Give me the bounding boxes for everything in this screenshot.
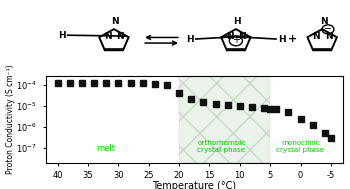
Text: N: N: [320, 17, 328, 26]
Text: N: N: [239, 32, 246, 41]
Text: N: N: [117, 32, 124, 41]
Text: H: H: [58, 31, 66, 40]
Text: melt: melt: [97, 144, 116, 153]
Y-axis label: Proton Conductivity (S cm⁻¹): Proton Conductivity (S cm⁻¹): [6, 64, 15, 174]
Text: H: H: [233, 17, 241, 26]
Text: monoclinic
crystal phase: monoclinic crystal phase: [276, 140, 325, 153]
Text: N: N: [226, 32, 233, 41]
Text: +: +: [288, 34, 297, 44]
Text: H: H: [278, 35, 286, 43]
Bar: [179, 76, 270, 163]
X-axis label: Temperature (°C): Temperature (°C): [152, 181, 236, 189]
Text: orthorhombic
crystal phase: orthorhombic crystal phase: [197, 140, 246, 153]
Text: H: H: [186, 35, 194, 43]
Text: −: −: [324, 24, 332, 34]
Text: N: N: [325, 32, 332, 41]
Text: N: N: [112, 17, 119, 26]
Text: +: +: [232, 35, 240, 45]
Text: N: N: [104, 32, 111, 41]
Text: N: N: [312, 32, 320, 41]
